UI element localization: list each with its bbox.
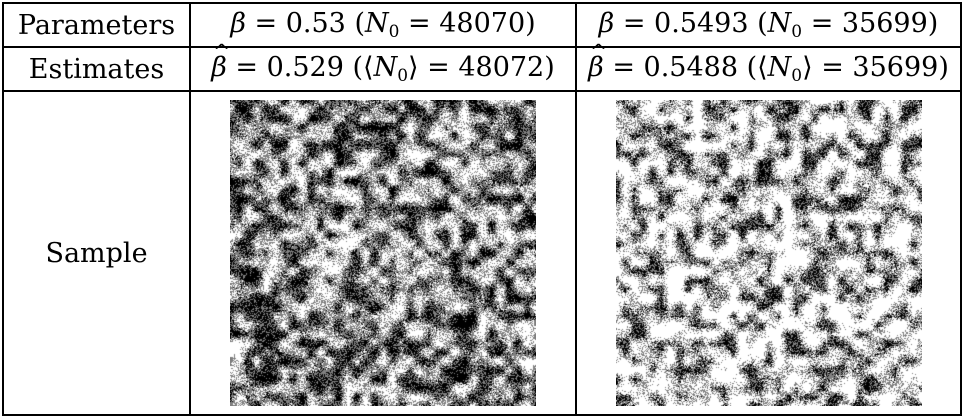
n-subscript: 0 xyxy=(791,22,803,42)
beta-hat-symbol: β xyxy=(588,39,606,83)
n-symbol: N xyxy=(767,8,792,39)
beta-hat-symbol: β xyxy=(211,39,229,83)
sample-label: Sample xyxy=(2,90,191,416)
n0-value: = 35699) xyxy=(802,8,939,39)
parameters-row: Parameters β = 0.53 (N0 = 48070) β = 0.5… xyxy=(2,2,962,48)
sample-row: Sample xyxy=(2,90,962,416)
n-symbol: N xyxy=(373,52,398,83)
n-subscript: 0 xyxy=(791,66,803,86)
n0-value: = 48070) xyxy=(399,8,536,39)
beta-symbol: β xyxy=(598,8,615,39)
estimates-cell-1: β = 0.529 (⟨N0⟩ = 48072) xyxy=(189,39,577,92)
n-subscript: 0 xyxy=(388,22,400,42)
n0-mean-value: ⟩ = 35699) xyxy=(802,52,949,83)
parameters-cell-1: β = 0.53 (N0 = 48070) xyxy=(189,2,577,48)
estimate-value: = 0.529 (⟨ xyxy=(226,52,374,83)
estimates-cell-2: β = 0.5488 (⟨N0⟩ = 35699) xyxy=(575,39,962,92)
n-symbol: N xyxy=(364,8,389,39)
n-symbol: N xyxy=(767,52,792,83)
parameter-value: = 0.5493 ( xyxy=(614,8,768,39)
parameter-value: = 0.53 ( xyxy=(245,8,365,39)
parameters-label: Parameters xyxy=(2,2,191,48)
sample-cell-1 xyxy=(189,90,577,416)
sample-cell-2 xyxy=(575,90,962,416)
estimate-value: = 0.5488 (⟨ xyxy=(603,52,768,83)
parameters-cell-2: β = 0.5493 (N0 = 35699) xyxy=(575,2,962,48)
n-subscript: 0 xyxy=(397,66,409,86)
sample-image-1 xyxy=(230,100,536,406)
n0-mean-value: ⟩ = 48072) xyxy=(408,52,555,83)
sample-image-2 xyxy=(615,100,922,406)
beta-symbol: β xyxy=(230,8,246,39)
estimates-label: Estimates xyxy=(2,46,191,92)
estimates-row: Estimates β = 0.529 (⟨N0⟩ = 48072) β = 0… xyxy=(2,39,962,92)
